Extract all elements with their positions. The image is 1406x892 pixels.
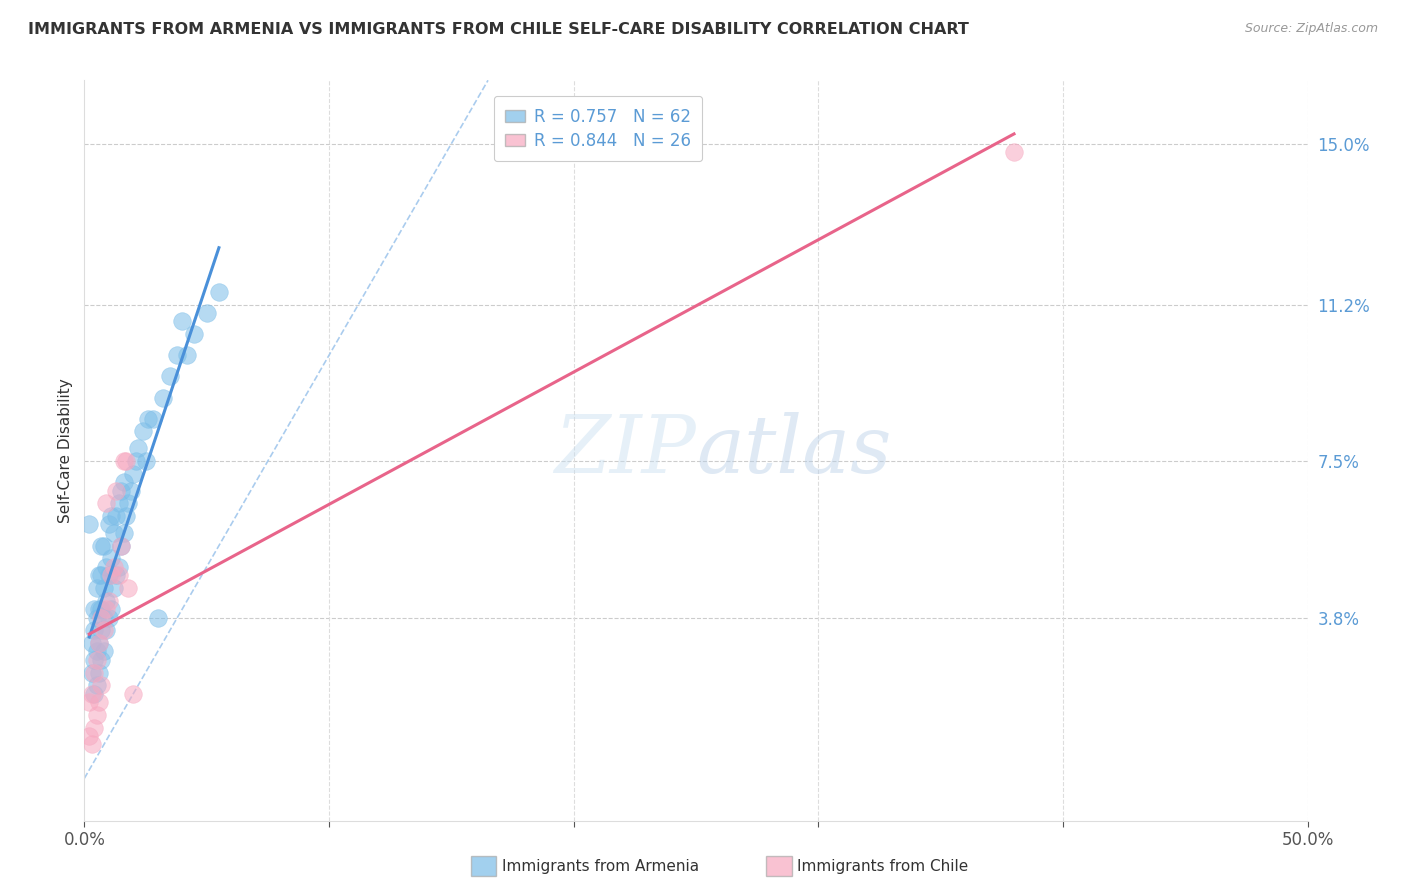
Legend: R = 0.757   N = 62, R = 0.844   N = 26: R = 0.757 N = 62, R = 0.844 N = 26 [494,96,703,161]
Point [103,581,125,595]
Point [96,559,118,574]
Point [90,678,112,692]
Point [97,593,120,607]
Text: Immigrants from Chile: Immigrants from Chile [797,859,969,873]
Point [105,509,128,524]
Point [100,551,122,566]
Point [87,695,110,709]
Point [86,707,108,722]
Point [122,687,145,701]
Point [135,454,157,468]
Point [159,369,181,384]
Point [80,687,103,701]
Point [115,509,138,524]
Point [77,517,100,532]
Point [83,721,105,735]
Point [112,475,135,490]
Point [105,568,128,582]
Point [77,729,100,743]
Point [176,348,198,362]
Point [183,327,205,342]
Point [96,602,118,616]
Point [112,525,135,540]
Point [96,624,118,638]
Point [77,695,100,709]
Point [208,285,231,299]
Point [80,665,103,680]
Point [110,539,132,553]
Text: IMMIGRANTS FROM ARMENIA VS IMMIGRANTS FROM CHILE SELF-CARE DISABILITY CORRELATIO: IMMIGRANTS FROM ARMENIA VS IMMIGRANTS FR… [28,22,969,37]
Point [142,411,165,425]
Point [146,610,169,624]
Point [103,559,125,574]
Point [100,509,122,524]
Point [90,602,112,616]
Point [117,581,139,595]
Point [152,391,174,405]
Point [90,653,112,667]
Point [86,610,108,624]
Point [90,539,112,553]
Point [172,314,194,328]
Point [96,496,118,510]
Point [90,610,112,624]
Point [107,559,129,574]
Point [195,306,218,320]
Text: atlas: atlas [696,412,891,489]
Point [166,348,188,362]
Point [86,653,108,667]
Point [87,602,110,616]
Point [117,496,139,510]
Point [107,568,129,582]
Point [93,539,115,553]
Point [132,425,155,439]
Point [83,653,105,667]
Point [86,644,108,658]
Point [127,442,149,456]
Point [80,738,103,752]
Point [96,593,118,607]
Point [80,636,103,650]
Y-axis label: Self-Care Disability: Self-Care Disability [58,378,73,523]
Point [136,411,159,425]
Point [115,454,138,468]
Point [100,602,122,616]
Point [87,636,110,650]
Point [120,483,142,498]
Point [87,636,110,650]
Point [1002,145,1025,160]
Point [112,454,135,468]
Point [90,568,112,582]
Point [103,525,125,540]
Point [83,624,105,638]
Point [90,624,112,638]
Point [125,454,148,468]
Point [110,539,132,553]
Text: Source: ZipAtlas.com: Source: ZipAtlas.com [1244,22,1378,36]
Point [83,687,105,701]
Point [100,568,122,582]
Point [105,483,128,498]
Point [86,581,108,595]
Text: Immigrants from Armenia: Immigrants from Armenia [502,859,699,873]
Point [110,483,132,498]
Point [87,568,110,582]
Point [122,467,145,481]
Point [86,678,108,692]
Point [87,665,110,680]
Point [93,644,115,658]
Point [107,496,129,510]
Point [93,610,115,624]
Point [97,517,120,532]
Text: ZIP: ZIP [554,412,696,489]
Point [93,624,115,638]
Point [83,602,105,616]
Point [97,568,120,582]
Point [83,665,105,680]
Point [93,581,115,595]
Point [97,610,120,624]
